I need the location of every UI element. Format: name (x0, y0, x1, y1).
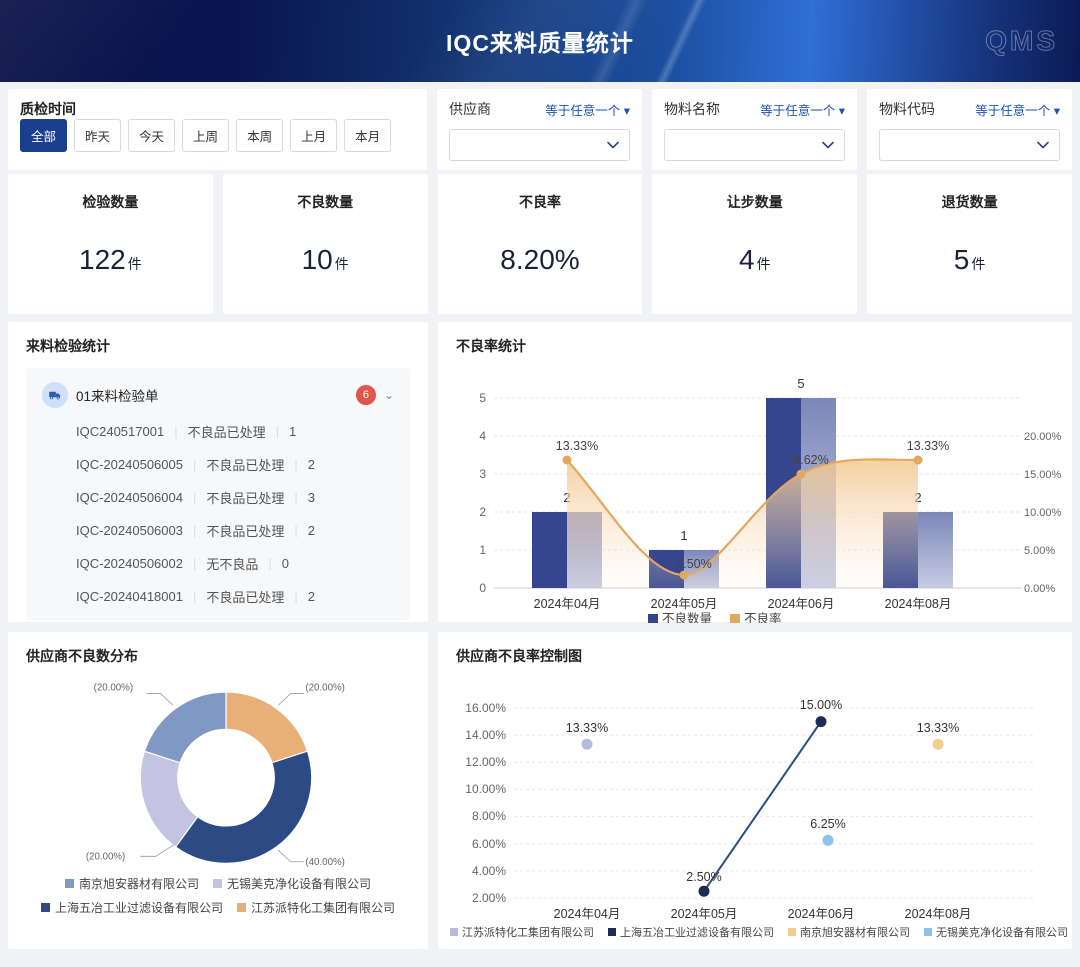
svg-text:(20.00%): (20.00%) (86, 851, 125, 862)
svg-text:0: 0 (479, 581, 486, 595)
svg-text:20.00%: 20.00% (1024, 431, 1062, 443)
svg-text:8.00%: 8.00% (472, 809, 506, 823)
svg-text:2024年04月: 2024年04月 (534, 597, 601, 611)
svg-text:14.00%: 14.00% (465, 728, 506, 742)
svg-text:2: 2 (479, 505, 486, 519)
svg-text:(20.00%): (20.00%) (94, 682, 133, 693)
svg-text:2.00%: 2.00% (472, 891, 506, 905)
svg-text:9.62%: 9.62% (793, 453, 828, 467)
svg-text:13.33%: 13.33% (907, 439, 949, 453)
svg-text:6.00%: 6.00% (472, 837, 506, 851)
svg-text:2024年06月: 2024年06月 (788, 907, 855, 921)
svg-text:(20.00%): (20.00%) (305, 682, 344, 693)
svg-text:2.50%: 2.50% (676, 557, 711, 571)
svg-text:10.00%: 10.00% (465, 782, 506, 796)
svg-text:5: 5 (479, 391, 486, 405)
svg-text:4: 4 (479, 429, 486, 443)
svg-text:4.00%: 4.00% (472, 864, 506, 878)
svg-text:1: 1 (680, 528, 687, 543)
svg-text:5: 5 (797, 376, 804, 391)
svg-text:15.00%: 15.00% (800, 698, 842, 712)
svg-text:2024年08月: 2024年08月 (885, 597, 952, 611)
svg-text:2024年08月: 2024年08月 (905, 907, 972, 921)
svg-text:1: 1 (479, 543, 486, 557)
svg-text:12.00%: 12.00% (465, 755, 506, 769)
svg-text:13.33%: 13.33% (917, 721, 959, 735)
svg-text:2024年04月: 2024年04月 (554, 907, 621, 921)
svg-text:16.00%: 16.00% (465, 701, 506, 715)
svg-text:5.00%: 5.00% (1024, 545, 1055, 557)
svg-text:13.33%: 13.33% (566, 721, 608, 735)
svg-text:(40.00%): (40.00%) (305, 857, 344, 868)
svg-text:2024年05月: 2024年05月 (671, 907, 738, 921)
svg-text:15.00%: 15.00% (1024, 469, 1062, 481)
svg-text:不良率: 不良率 (744, 611, 782, 623)
svg-text:2024年06月: 2024年06月 (768, 597, 835, 611)
svg-text:10.00%: 10.00% (1024, 507, 1062, 519)
svg-text:0.00%: 0.00% (1024, 583, 1055, 595)
svg-text:13.33%: 13.33% (556, 439, 598, 453)
svg-text:2024年05月: 2024年05月 (651, 597, 718, 611)
svg-text:2.50%: 2.50% (686, 870, 721, 884)
svg-text:3: 3 (479, 467, 486, 481)
svg-text:6.25%: 6.25% (810, 817, 845, 831)
svg-text:不良数量: 不良数量 (662, 611, 712, 623)
